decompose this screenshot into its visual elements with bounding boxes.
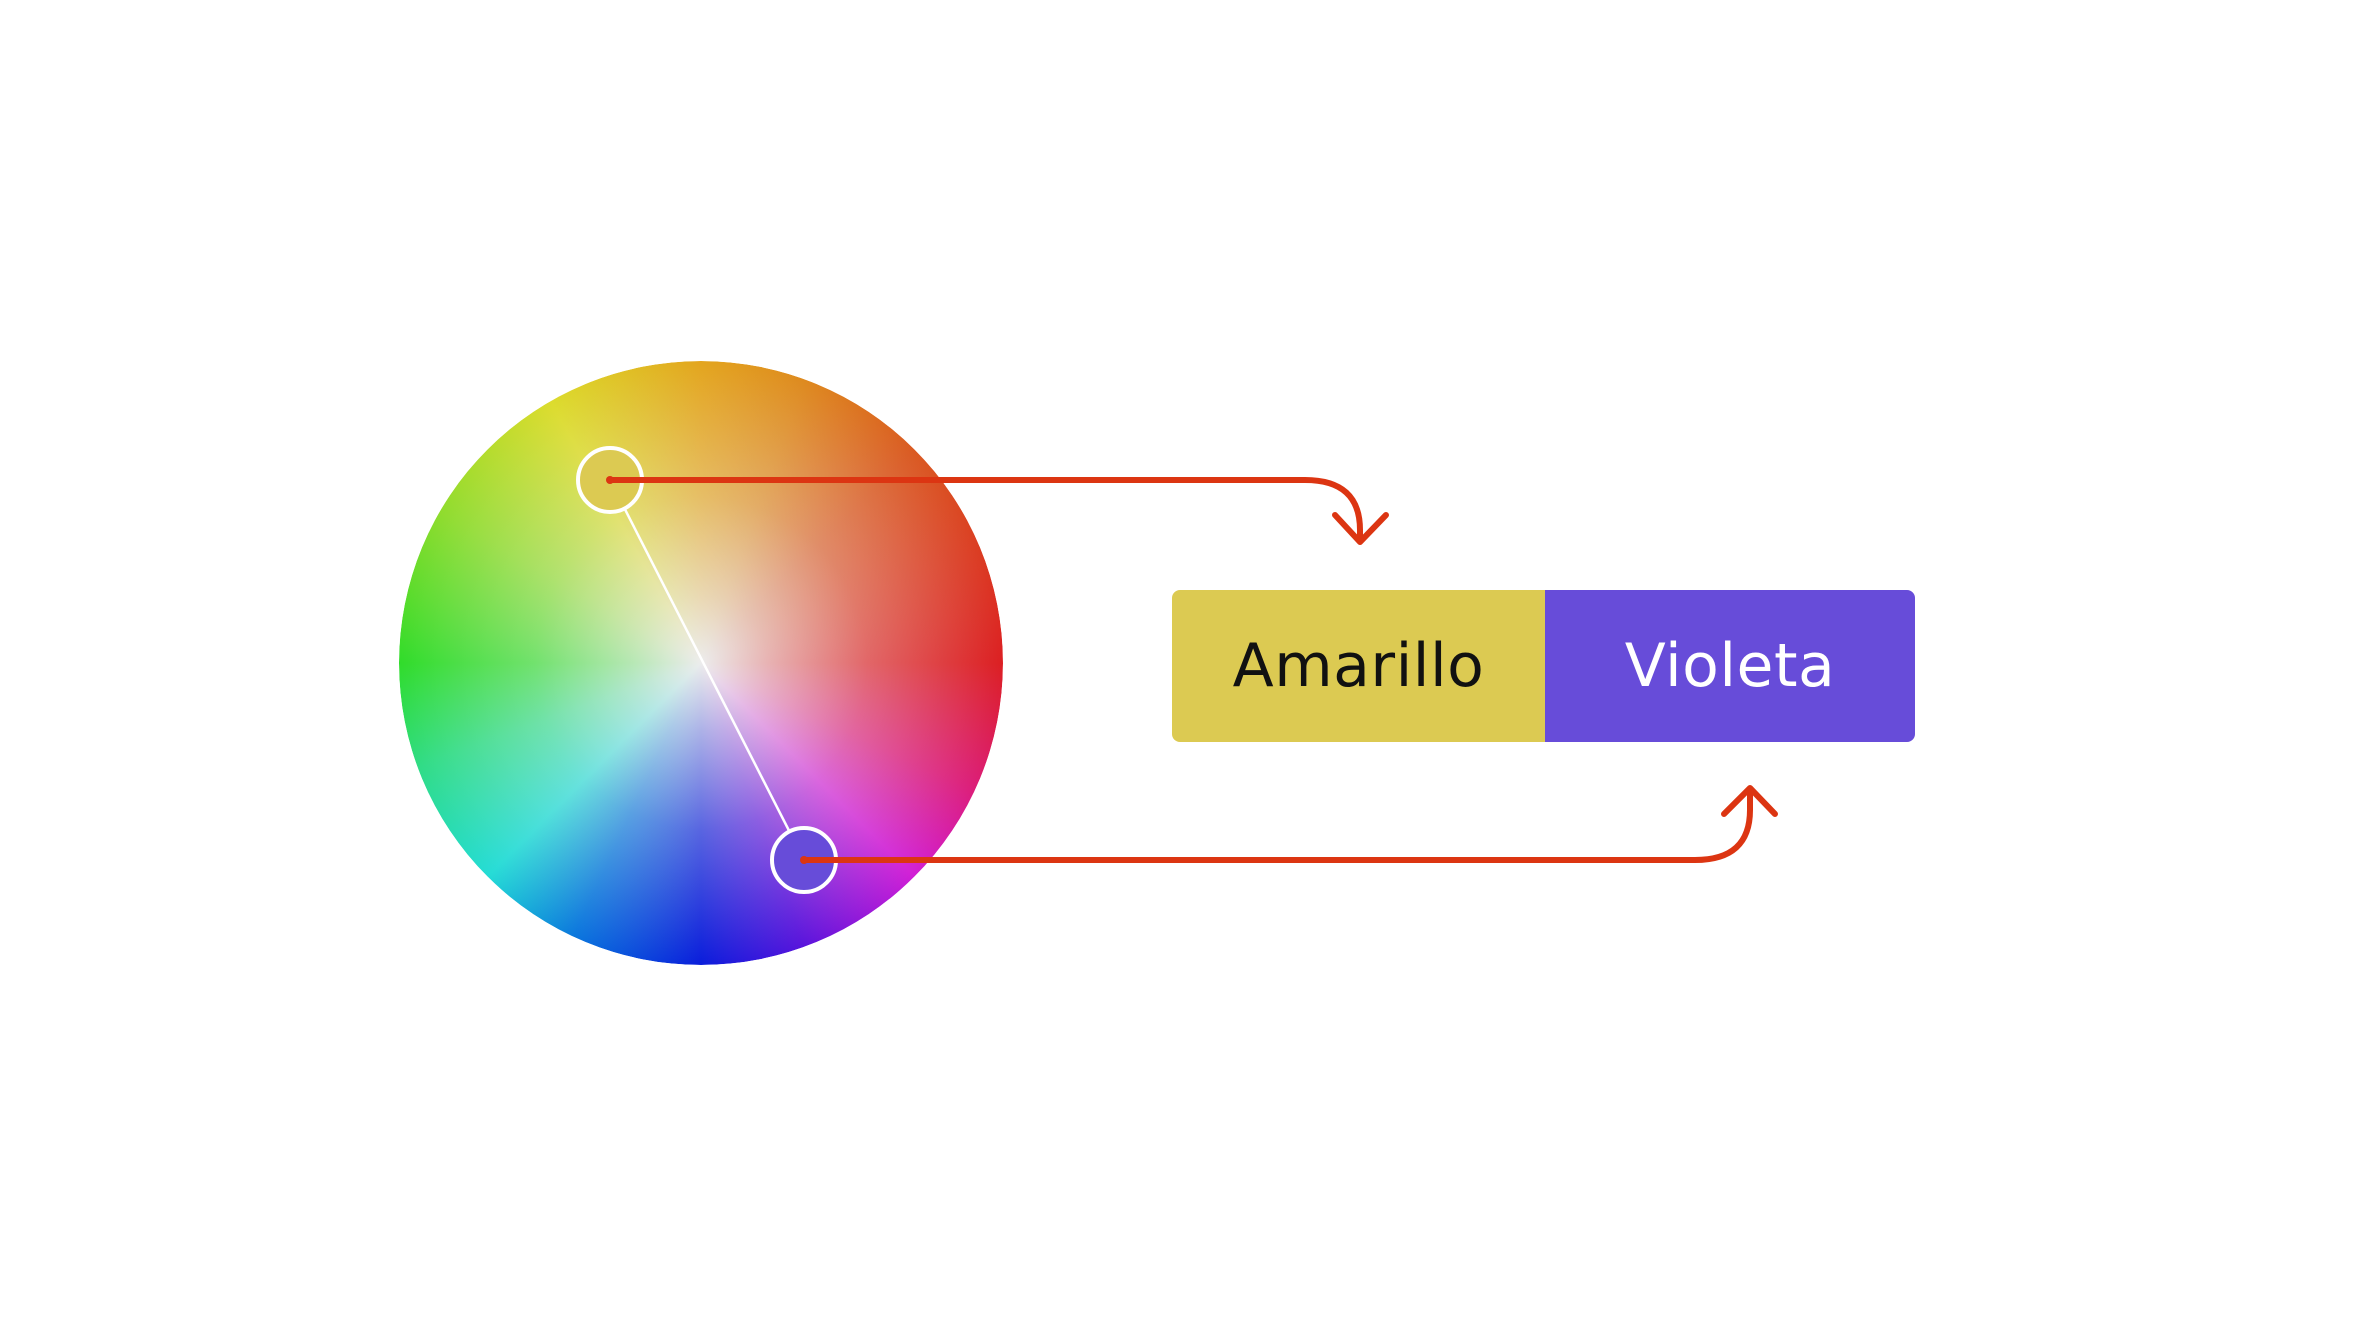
complementary-connector-line <box>608 479 806 861</box>
arrow-to-violeta <box>801 787 1753 863</box>
arrow-origin-dot-yellow <box>606 476 614 484</box>
swatch-amarillo-label: Amarillo <box>1232 631 1485 701</box>
arrow-origin-dot-violet <box>800 856 808 864</box>
arrow-to-violeta-head-icon <box>1721 785 1778 817</box>
swatch-amarillo[interactable]: Amarillo <box>1172 590 1545 742</box>
swatch-violeta-label: Violeta <box>1624 631 1836 701</box>
swatch-violeta[interactable]: Violeta <box>1545 590 1915 742</box>
color-wheel[interactable] <box>399 361 1003 965</box>
arrow-to-amarillo <box>607 477 1363 543</box>
color-wheel-saturation-layer <box>399 361 1003 965</box>
arrow-to-amarillo-head-icon <box>1332 512 1389 545</box>
